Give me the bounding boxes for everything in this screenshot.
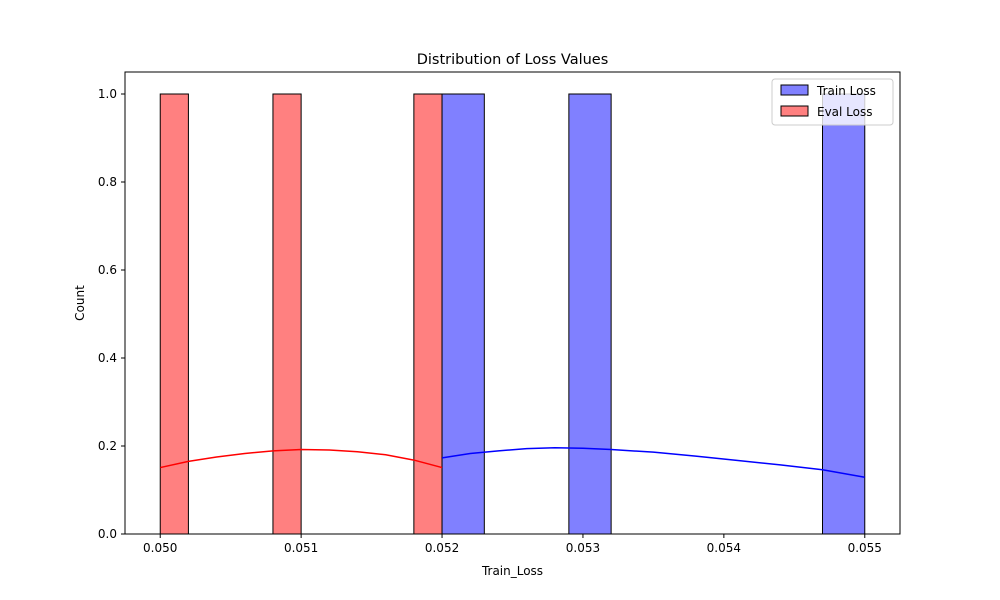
bar-eval-loss-2 bbox=[413, 93, 443, 535]
legend-swatch-eval-loss bbox=[780, 105, 809, 117]
kde-line-eval-loss bbox=[160, 448, 443, 469]
bar-eval-loss-1 bbox=[272, 93, 302, 535]
x-axis-label: Train_Loss bbox=[481, 564, 543, 578]
x-tick-label: 0.053 bbox=[566, 541, 600, 555]
x-tick-label: 0.054 bbox=[707, 541, 741, 555]
x-tick-label: 0.051 bbox=[284, 541, 318, 555]
bar-train-loss-0 bbox=[441, 93, 485, 535]
plot-frame bbox=[124, 71, 901, 535]
y-tick-label: 0.2 bbox=[98, 439, 117, 453]
legend: Train Loss Eval Loss bbox=[771, 78, 894, 126]
kde-layer bbox=[160, 447, 865, 478]
bar-eval-loss-0 bbox=[159, 93, 189, 535]
bars-layer bbox=[159, 93, 866, 535]
y-tick-label: 0.4 bbox=[98, 351, 117, 365]
x-tick-label: 0.055 bbox=[848, 541, 882, 555]
bar-train-loss-1 bbox=[568, 93, 612, 535]
legend-label-eval-loss: Eval Loss bbox=[817, 105, 873, 119]
kde-line-train-loss bbox=[441, 447, 865, 478]
y-tick-label: 1.0 bbox=[98, 87, 117, 101]
y-tick-label: 0.6 bbox=[98, 263, 117, 277]
bar-train-loss-2 bbox=[822, 93, 866, 535]
plot-area bbox=[125, 72, 900, 534]
y-axis-label: Count bbox=[73, 285, 87, 321]
y-axis: 0.0 0.2 0.4 0.6 0.8 1.0 bbox=[98, 87, 125, 541]
x-tick-label: 0.052 bbox=[425, 541, 459, 555]
y-tick-label: 0.0 bbox=[98, 527, 117, 541]
y-tick-label: 0.8 bbox=[98, 175, 117, 189]
chart-title: Distribution of Loss Values bbox=[417, 52, 609, 68]
x-axis: 0.050 0.051 0.052 0.053 0.054 0.055 bbox=[143, 534, 882, 555]
x-tick-label: 0.050 bbox=[143, 541, 177, 555]
legend-label-train-loss: Train Loss bbox=[816, 84, 876, 98]
legend-swatch-train-loss bbox=[780, 84, 809, 96]
